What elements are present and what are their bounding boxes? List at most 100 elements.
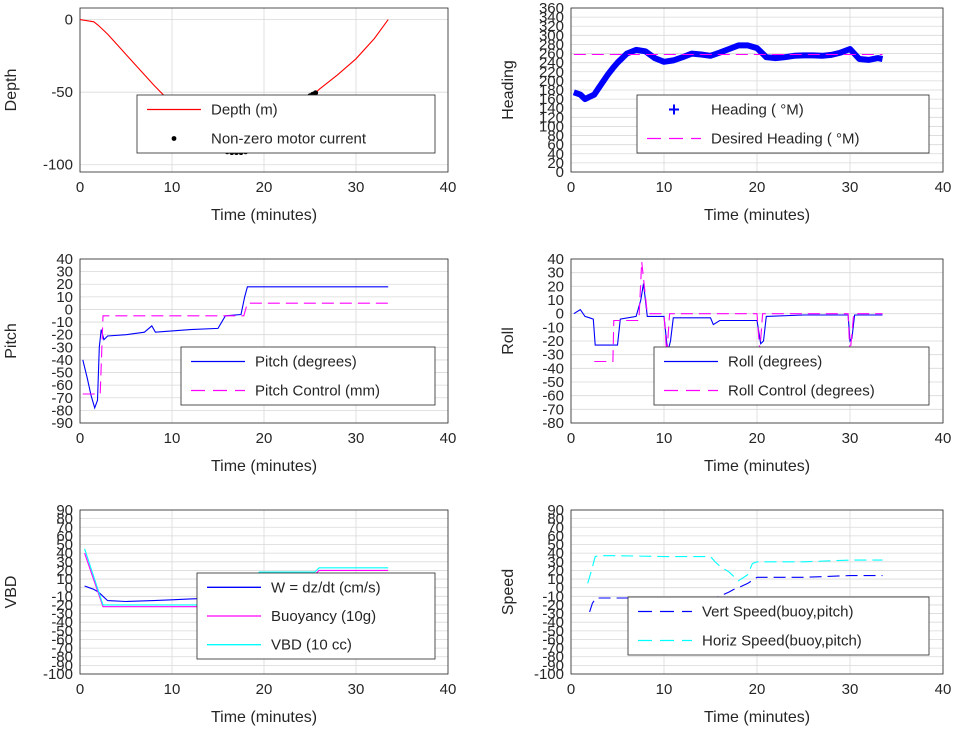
y-tick-label: 240 [539, 55, 564, 72]
y-axis-label: Roll [500, 327, 517, 355]
x-tick-label: 20 [256, 430, 273, 447]
y-tick-label: 20 [547, 562, 564, 579]
y-tick-label: -70 [542, 401, 564, 418]
y-tick-label: -10 [51, 588, 73, 605]
legend-label: Horiz Speed(buoy,pitch) [702, 633, 862, 650]
y-tick-label: 20 [547, 155, 564, 172]
y-tick-label: 30 [547, 265, 564, 282]
y-tick-label: 20 [56, 276, 73, 293]
x-tick-label: 40 [440, 179, 457, 196]
x-axis-label: Time (minutes) [704, 207, 810, 224]
y-tick-label: 40 [56, 251, 73, 268]
axes-box [570, 509, 944, 675]
axes-box [79, 7, 449, 173]
y-tick-label: 10 [56, 571, 73, 588]
y-tick-label: 30 [547, 554, 564, 571]
x-axis-label: Time (minutes) [211, 207, 317, 224]
y-tick-label: -80 [542, 649, 564, 666]
x-tick-label: 20 [749, 430, 766, 447]
y-tick-label: -20 [542, 333, 564, 350]
legend: Vert Speed(buoy,pitch) Horiz Speed(buoy,p… [627, 596, 930, 656]
x-tick-label: 30 [842, 430, 859, 447]
y-tick-label: -40 [542, 360, 564, 377]
y-tick-label: 10 [56, 289, 73, 306]
x-tick-label: 20 [256, 681, 273, 698]
y-tick-label: -60 [51, 377, 73, 394]
y-tick-label: -70 [51, 390, 73, 407]
x-tick-label: 10 [164, 681, 181, 698]
legend-box [627, 596, 930, 656]
x-tick-label: 30 [348, 681, 365, 698]
series-heading-m-marker-band [572, 42, 884, 103]
legend-label: Roll Control (degrees) [728, 383, 875, 400]
legend-box [653, 346, 930, 406]
y-tick-label: 50 [547, 537, 564, 554]
x-tick-label: 0 [567, 430, 575, 447]
y-tick-label: 140 [539, 100, 564, 117]
x-tick-label: 40 [935, 430, 952, 447]
y-tick-label: 10 [547, 292, 564, 309]
legend-label: Depth (m) [211, 102, 278, 119]
y-axis-label: Speed [500, 569, 517, 615]
x-tick-label: 0 [76, 430, 84, 447]
y-tick-label: 20 [547, 278, 564, 295]
y-tick-label: 220 [539, 64, 564, 81]
x-tick-label: 0 [567, 681, 575, 698]
y-tick-label: -90 [51, 657, 73, 674]
y-tick-label: -50 [542, 623, 564, 640]
y-tick-label: 160 [539, 91, 564, 108]
legend-label: Buoyancy (10g) [271, 608, 376, 625]
y-tick-label: 20 [56, 562, 73, 579]
legend-label: Desired Heading ( °M) [711, 131, 860, 148]
legend-marker [669, 104, 679, 115]
series-vbd-10-cc-line [84, 548, 389, 606]
y-axis-label: VBD [3, 576, 20, 609]
y-tick-label: -80 [51, 402, 73, 419]
series-roll-degrees-line [573, 283, 883, 353]
legend: Heading ( °M) Desired Heading ( °M) [636, 94, 930, 154]
y-tick-label: -10 [542, 588, 564, 605]
y-tick-label: -60 [542, 631, 564, 648]
y-tick-label: -90 [542, 657, 564, 674]
x-tick-label: 10 [656, 681, 673, 698]
y-tick-label: -100 [43, 666, 73, 683]
y-axis-label: Depth [3, 69, 20, 112]
axes-box [570, 258, 944, 424]
series-pitch-degrees-line [82, 286, 389, 410]
y-tick-label: -30 [542, 606, 564, 623]
x-axis-label: Time (minutes) [704, 458, 810, 475]
y-tick-label: -90 [51, 415, 73, 432]
y-tick-label: -40 [51, 352, 73, 369]
data-layer [572, 42, 884, 103]
y-tick-label: 80 [547, 511, 564, 528]
y-tick-label: 90 [547, 502, 564, 519]
y-tick-label: 60 [547, 528, 564, 545]
y-tick-label: 0 [556, 306, 564, 323]
axes-box [570, 7, 944, 173]
legend-label: VBD (10 cc) [271, 637, 352, 654]
y-tick-label: 300 [539, 27, 564, 44]
y-tick-label: 60 [56, 528, 73, 545]
legend: Pitch (degrees) Pitch Control (mm) [180, 346, 436, 406]
x-axis-label: Time (minutes) [704, 709, 810, 726]
legend-box [180, 346, 436, 406]
y-tick-label: 260 [539, 46, 564, 63]
data-layer [82, 286, 389, 410]
x-tick-label: 0 [567, 179, 575, 196]
y-tick-label: 40 [56, 545, 73, 562]
y-axis-label: Pitch [3, 323, 20, 359]
y-tick-label: -40 [51, 614, 73, 631]
legend-label: Heading ( °M) [711, 102, 804, 119]
x-tick-label: 10 [656, 430, 673, 447]
series-horiz-speed-buoy-pitch-line [587, 555, 883, 584]
y-tick-label: -60 [51, 631, 73, 648]
y-tick-label: 30 [56, 264, 73, 281]
legend-box [636, 94, 930, 154]
y-tick-label: 320 [539, 18, 564, 35]
y-tick-label: 70 [56, 519, 73, 536]
x-tick-label: 0 [76, 681, 84, 698]
